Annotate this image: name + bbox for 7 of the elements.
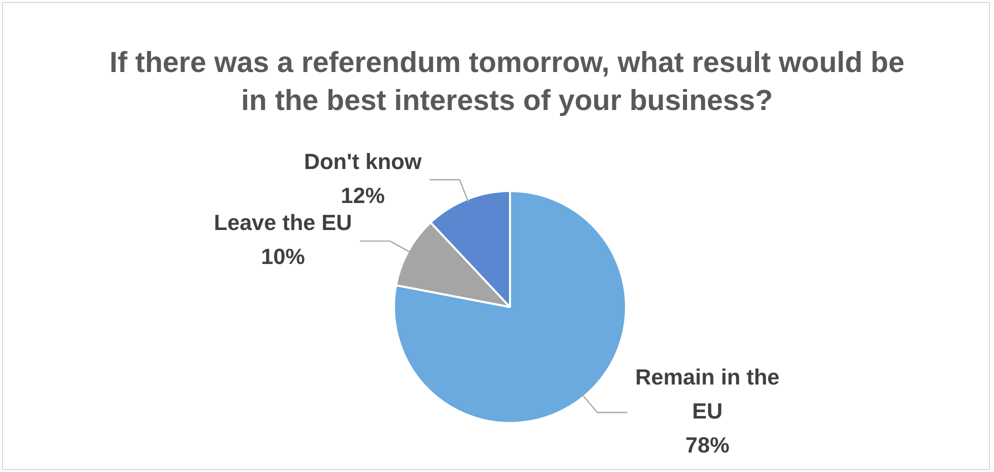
slice-label: Remain in the EU [635, 364, 780, 424]
slice-label: Don't know [304, 148, 422, 174]
data-label: 12% [340, 182, 385, 208]
slice-label: Leave the EU [214, 210, 352, 236]
chart-title: If there was a referendum tomorrow, what result would be in the best interests of your business? [108, 46, 906, 119]
data-label: 10% [260, 244, 305, 270]
data-label: 78% [685, 432, 730, 458]
